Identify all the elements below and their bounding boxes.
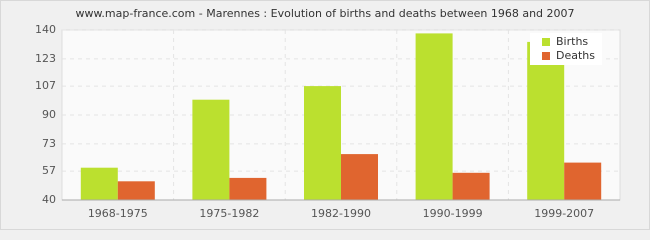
bar xyxy=(80,167,118,200)
legend-label: Deaths xyxy=(556,49,595,62)
bar xyxy=(117,181,155,200)
x-tick-label: 1975-1982 xyxy=(199,207,259,220)
bar xyxy=(527,41,565,201)
y-tick-label: 140 xyxy=(35,23,56,36)
y-tick-label: 107 xyxy=(35,79,56,92)
bar xyxy=(192,99,230,200)
bar xyxy=(229,177,267,200)
chart-title: www.map-france.com - Marennes : Evolutio… xyxy=(75,7,574,20)
bar xyxy=(564,162,602,200)
y-tick-label: 57 xyxy=(42,164,56,177)
y-tick-label: 123 xyxy=(35,52,56,65)
x-tick-label: 1982-1990 xyxy=(311,207,371,220)
x-tick-label: 1999-2007 xyxy=(534,207,594,220)
y-tick-label: 73 xyxy=(42,137,56,150)
bar xyxy=(304,86,341,200)
y-tick-label: 90 xyxy=(42,108,56,121)
legend-label: Births xyxy=(556,35,588,48)
page: {"chart_data": {"type": "bar", "title": … xyxy=(0,0,650,230)
chart: www.map-france.com - Marennes : Evolutio… xyxy=(0,0,650,230)
x-tick-label: 1968-1975 xyxy=(88,207,148,220)
bar xyxy=(452,172,490,200)
legend-swatch xyxy=(542,52,550,60)
bar xyxy=(341,154,378,200)
bar xyxy=(415,33,453,201)
y-tick-label: 40 xyxy=(42,193,56,206)
legend-swatch xyxy=(542,38,550,46)
x-tick-label: 1990-1999 xyxy=(423,207,483,220)
